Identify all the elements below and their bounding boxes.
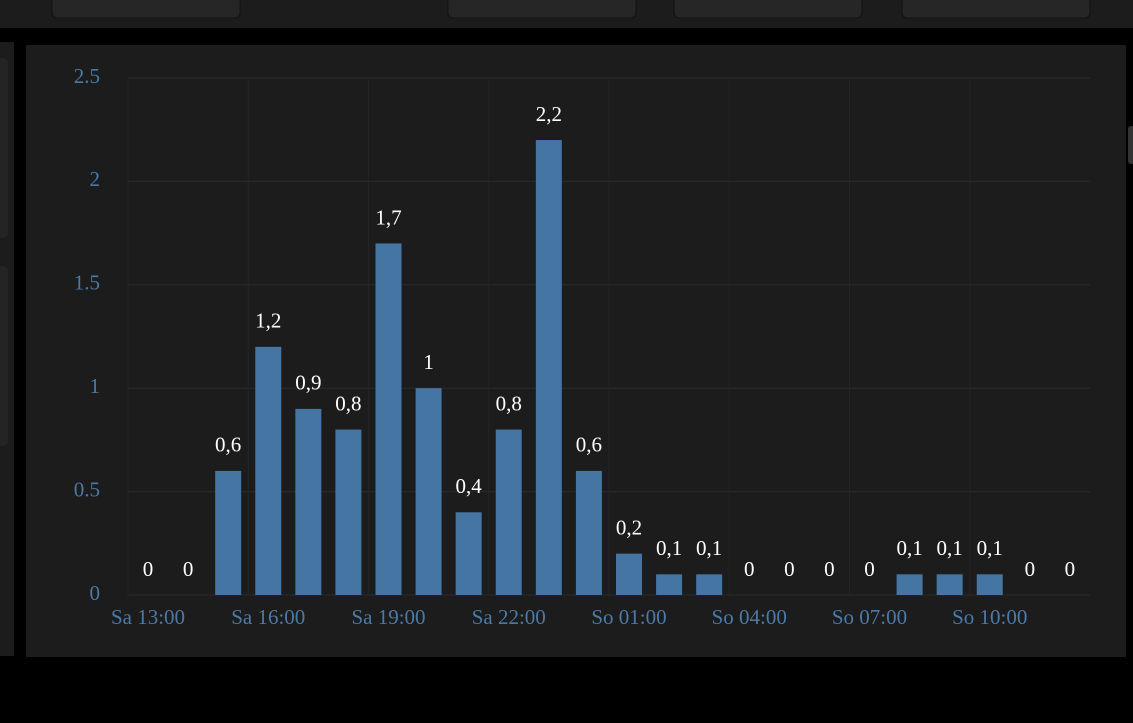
- value-label: 0,1: [696, 536, 722, 560]
- x-tick-label: So 10:00: [952, 605, 1027, 629]
- value-label: 0,6: [576, 433, 602, 457]
- x-tick-label: Sa 22:00: [472, 605, 546, 629]
- bar: [936, 574, 963, 595]
- value-label: 0: [183, 557, 194, 581]
- y-tick-label: 1.5: [74, 271, 100, 295]
- value-label: 0,2: [616, 515, 642, 539]
- left-glow: [0, 58, 8, 238]
- value-label: 1,2: [255, 309, 281, 333]
- x-tick-label: Sa 19:00: [351, 605, 425, 629]
- top-card[interactable]: [447, 0, 637, 19]
- bar: [535, 140, 562, 596]
- x-tick-label: Sa 16:00: [231, 605, 305, 629]
- value-label: 0,6: [215, 433, 241, 457]
- top-card[interactable]: [51, 0, 241, 19]
- bar: [415, 388, 442, 595]
- bar: [896, 574, 923, 595]
- value-label: 0,1: [896, 536, 922, 560]
- y-tick-label: 0.5: [74, 477, 100, 501]
- x-tick-label: Sa 13:00: [111, 605, 185, 629]
- value-label: 0,4: [456, 474, 483, 498]
- left-glow: [0, 266, 8, 446]
- value-label: 0: [1065, 557, 1076, 581]
- bar: [696, 574, 723, 595]
- bar: [976, 574, 1003, 595]
- value-label: 0,8: [335, 391, 361, 415]
- bar: [455, 512, 482, 595]
- value-label: 0: [143, 557, 154, 581]
- y-tick-label: 2: [90, 167, 101, 191]
- bar: [295, 408, 322, 595]
- bar: [335, 429, 362, 595]
- value-label: 1: [423, 350, 434, 374]
- x-tick-label: So 07:00: [832, 605, 907, 629]
- value-label: 0: [864, 557, 875, 581]
- value-label: 0,8: [496, 391, 522, 415]
- bar: [375, 243, 402, 595]
- chart: 0 0.5 1 1.5 2 2.5 Sa 13:00 0 0 0,6 Sa 16:00 1,2 0,9 0…: [74, 64, 1090, 629]
- bar: [215, 470, 242, 595]
- x-tick-label: So 04:00: [712, 605, 787, 629]
- value-label: 0: [824, 557, 835, 581]
- value-label: 0,1: [937, 536, 963, 560]
- value-label: 0,1: [656, 536, 682, 560]
- value-label: 2,2: [536, 102, 562, 126]
- value-label: 1,7: [375, 205, 401, 229]
- bar: [255, 346, 282, 595]
- x-tick-label: So 01:00: [591, 605, 666, 629]
- top-card[interactable]: [901, 0, 1091, 19]
- bar: [616, 553, 642, 595]
- top-card[interactable]: [673, 0, 863, 19]
- y-tick-label: 2.5: [74, 64, 100, 88]
- value-label: 0,9: [295, 371, 321, 395]
- value-label: 0: [744, 557, 755, 581]
- value-label: 0: [1025, 557, 1036, 581]
- bar: [575, 470, 602, 595]
- scroll-handle[interactable]: [1128, 126, 1133, 164]
- value-label: 0,1: [977, 536, 1003, 560]
- bar: [656, 574, 683, 595]
- y-tick-label: 1: [90, 374, 101, 398]
- bar: [495, 429, 522, 595]
- y-tick-label: 0: [90, 581, 101, 605]
- value-label: 0: [784, 557, 795, 581]
